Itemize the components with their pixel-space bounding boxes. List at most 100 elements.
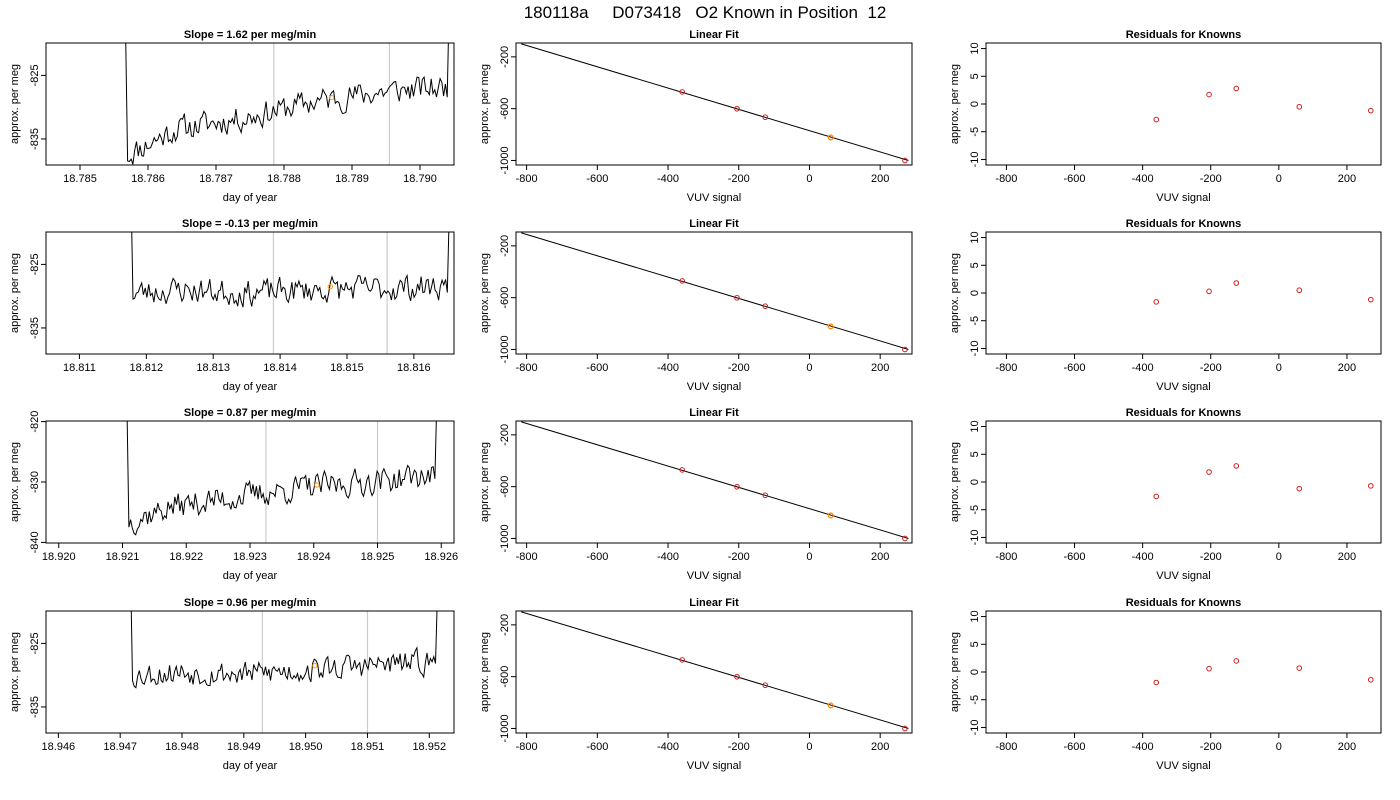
x-tick-label: -400 (1132, 173, 1154, 185)
y-tick-label: -200 (499, 235, 511, 257)
plot-frame (985, 610, 1382, 734)
data-point (1153, 116, 1160, 123)
data-point (679, 467, 685, 473)
y-tick-label: -1000 (499, 146, 511, 174)
plot-frame (515, 42, 913, 166)
plot-frame (515, 231, 913, 355)
plot-area (125, 43, 449, 165)
data-trace (125, 43, 449, 165)
x-axis-label: VUV signal (687, 192, 741, 204)
x-tick-label: 18.790 (403, 173, 437, 185)
y-tick-label: 5 (969, 641, 981, 647)
y-tick-label: 0 (969, 479, 981, 485)
data-point (1296, 665, 1303, 671)
y-tick-label: -10 (969, 530, 981, 546)
y-axis-label: approx. per meg (479, 253, 491, 333)
x-tick-label: -600 (1064, 173, 1086, 185)
y-axis-label: approx. per meg (9, 253, 21, 333)
data-point (1206, 288, 1212, 295)
x-tick-label: -400 (1132, 362, 1154, 374)
plot-frame (45, 42, 455, 166)
x-tick-label: -800 (995, 173, 1017, 185)
x-axis-label: VUV signal (687, 381, 741, 393)
data-point (762, 682, 769, 689)
x-tick-label: 18.816 (397, 362, 431, 374)
panel-1: Slope = 1.62 per meg/min 18.785 18.786 18.7… (9, 29, 455, 204)
y-tick-label: -200 (499, 46, 511, 68)
x-axis-label: day of year (223, 192, 278, 204)
plot-frame (45, 231, 455, 355)
x-tick-label: 18.926 (424, 551, 458, 563)
x-tick-label: 18.947 (103, 741, 137, 753)
data-point (1153, 493, 1160, 500)
y-tick-label: 5 (969, 262, 981, 268)
data-point (902, 725, 908, 732)
plot-frame (985, 42, 1382, 166)
x-tick-label: 18.815 (330, 362, 364, 374)
data-point (902, 157, 908, 164)
y-tick-label: -830 (29, 471, 41, 493)
y-tick-label: -600 (499, 287, 511, 309)
x-axis-label: VUV signal (687, 570, 741, 582)
selected-point-marker (312, 662, 318, 669)
x-tick-label: 0 (806, 741, 812, 753)
y-tick-label: -825 (29, 632, 41, 654)
x-axis-label: day of year (223, 381, 278, 393)
x-axis-label: VUV signal (1156, 570, 1210, 582)
panel-title: Residuals for Knowns (1126, 407, 1242, 419)
y-axis-label: approx. per meg (9, 442, 21, 522)
y-axis-label: approx. per meg (949, 632, 961, 712)
plot-frame (515, 610, 913, 734)
selected-point-marker (827, 134, 834, 141)
x-tick-label: -600 (1064, 362, 1086, 374)
data-point (762, 114, 769, 121)
plot-area (1153, 463, 1374, 500)
plot-area (131, 232, 450, 354)
x-tick-label: -200 (1200, 173, 1222, 185)
y-tick-label: -200 (499, 614, 511, 636)
panel-12: Residuals for Knowns -800 -600 -400 -200 0 200… (949, 597, 1382, 772)
y-axis-label: approx. per meg (479, 64, 491, 144)
x-tick-label: -200 (1200, 551, 1222, 563)
plot-frame (45, 420, 455, 544)
y-tick-label: -1000 (499, 335, 511, 363)
panel-title: Linear Fit (689, 218, 739, 230)
x-tick-label: -600 (586, 551, 608, 563)
x-axis-label: VUV signal (1156, 760, 1210, 772)
data-point (1206, 665, 1212, 672)
data-trace (126, 421, 437, 536)
data-point (1367, 676, 1374, 683)
data-point (1367, 107, 1374, 114)
panel-9: Residuals for Knowns -800 -600 -400 -200 0 200… (949, 29, 1382, 204)
panel-title: Linear Fit (689, 597, 739, 609)
y-tick-label: -835 (29, 317, 41, 339)
x-tick-label: -800 (516, 173, 538, 185)
y-tick-label: -835 (29, 696, 41, 718)
x-tick-label: 0 (1276, 741, 1282, 753)
panel-title: Residuals for Knowns (1126, 597, 1242, 609)
x-tick-label: 0 (806, 362, 812, 374)
fit-line (521, 43, 909, 161)
data-point (679, 278, 685, 284)
x-tick-label: -200 (728, 362, 750, 374)
x-tick-label: -600 (1064, 551, 1086, 563)
y-tick-label: -600 (499, 476, 511, 498)
y-axis-label: approx. per meg (479, 632, 491, 712)
fit-line (521, 611, 909, 729)
data-point (1233, 280, 1240, 286)
x-tick-label: -200 (1200, 741, 1222, 753)
y-tick-label: -825 (29, 64, 41, 86)
x-tick-label: 18.786 (131, 173, 165, 185)
x-tick-label: 18.924 (297, 551, 331, 563)
x-tick-label: 18.925 (361, 551, 395, 563)
panel-title: Residuals for Knowns (1126, 218, 1242, 230)
x-tick-label: -400 (1132, 551, 1154, 563)
y-tick-label: 10 (969, 420, 981, 432)
x-tick-label: 18.951 (351, 741, 385, 753)
x-tick-label: -200 (728, 551, 750, 563)
panel-7: Linear Fit -800 -600 -400 -200 0 200 -200 -600 -1… (479, 407, 913, 582)
data-point (1296, 485, 1303, 492)
panel-5: Linear Fit -800 -600 -400 -200 0 200 -200 -600 -1… (479, 29, 913, 204)
y-tick-label: -10 (969, 341, 981, 357)
x-tick-label: -800 (995, 551, 1017, 563)
